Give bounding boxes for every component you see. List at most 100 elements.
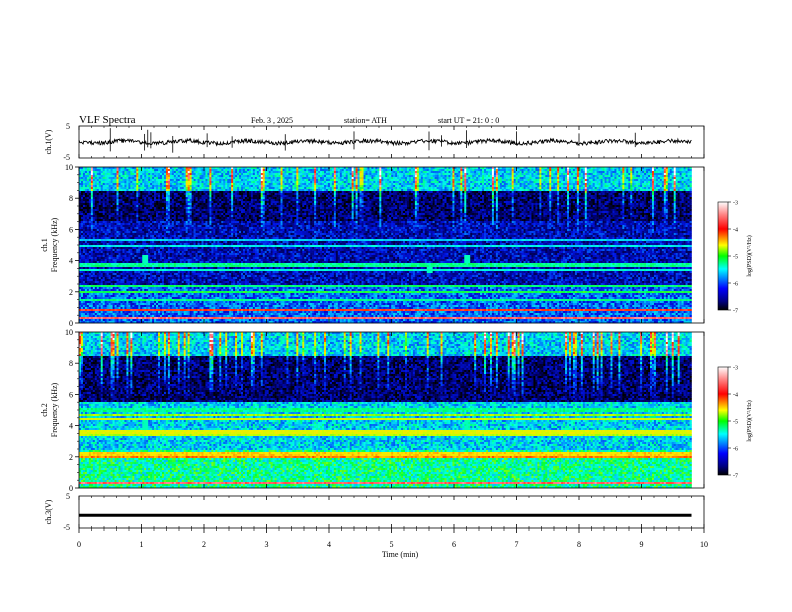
spectrogram-cell	[205, 169, 207, 171]
spectrogram-cell	[281, 171, 283, 173]
spectrogram-cell	[190, 171, 192, 173]
spectrogram-cell	[445, 169, 447, 171]
spectrogram-cell	[109, 169, 111, 171]
spectrogram-cell	[158, 171, 160, 173]
spectrogram-cell	[134, 169, 136, 171]
spectrogram-cell	[198, 171, 200, 173]
spectrogram-cell	[364, 171, 366, 173]
spectrogram-cell	[462, 171, 464, 173]
spectrogram-cell	[188, 171, 190, 173]
spectrogram-cell	[229, 169, 231, 171]
spectrogram-cell	[672, 169, 674, 171]
spectrogram-cell	[120, 169, 122, 171]
spectrogram-cell	[352, 171, 354, 173]
spectrogram-cell	[581, 171, 583, 173]
spectrogram-cell	[385, 169, 387, 171]
spectrogram-cell	[178, 169, 180, 171]
spectrogram-cell	[105, 169, 107, 171]
waveform-trace	[79, 139, 692, 145]
spectrogram-cell	[271, 169, 273, 171]
spectrogram-cell	[192, 171, 194, 173]
spectrogram-cell	[419, 171, 421, 173]
spectrogram-cell	[119, 171, 121, 173]
spectrogram-cell	[253, 171, 255, 173]
spectrogram-cell	[322, 171, 324, 173]
spectrogram-cell	[239, 171, 241, 173]
spectrogram-cell	[450, 171, 452, 173]
spectrogram-cell	[365, 171, 367, 173]
spectrogram-cell	[215, 171, 217, 173]
spectrogram-cell	[348, 171, 350, 173]
spectrogram-cell	[595, 169, 597, 171]
spectrogram-cell	[522, 169, 524, 171]
spectrogram-cell	[504, 171, 506, 173]
spectrogram-cell	[486, 171, 488, 173]
spectrogram-cell	[405, 171, 407, 173]
spectrogram-cell	[678, 169, 680, 171]
spectrogram-cell	[172, 171, 174, 173]
spectrogram-cell	[89, 171, 91, 173]
spectrogram-cell	[482, 169, 484, 171]
spectrogram-cell	[168, 169, 170, 171]
spectrogram-cell	[166, 171, 168, 173]
spectrogram-cell	[502, 169, 504, 171]
spectrogram-cell	[510, 169, 512, 171]
spectrogram-cell	[259, 171, 261, 173]
spectrogram-cell	[279, 171, 281, 173]
spectrogram-cell	[340, 171, 342, 173]
spectrogram-cell	[526, 169, 528, 171]
spectrogram-cell	[500, 169, 502, 171]
spectrogram-cell	[650, 169, 652, 171]
spectrogram-cell	[429, 169, 431, 171]
spectrogram-cell	[575, 169, 577, 171]
spectrogram-cell	[569, 169, 571, 171]
spectrogram-cell	[99, 169, 101, 171]
spectrogram-cell	[464, 171, 466, 173]
spectrogram-cell	[498, 171, 500, 173]
spectrogram-cell	[458, 169, 460, 171]
spectrogram-cell	[539, 171, 541, 173]
spectrogram-cell	[518, 171, 520, 173]
spectrogram-cell	[273, 171, 275, 173]
spectrogram-cell	[225, 171, 227, 173]
spectrogram-cell	[535, 171, 537, 173]
spectrogram-cell	[543, 169, 545, 171]
spectrogram-cell	[138, 169, 140, 171]
spectrogram-cell	[429, 171, 431, 173]
spectrogram-cell	[346, 171, 348, 173]
spectrogram-cell	[373, 169, 375, 171]
spectrogram-cell	[290, 169, 292, 171]
spectrogram-cell	[403, 171, 405, 173]
spectrogram-cell	[549, 171, 551, 173]
spectrogram-cell	[512, 169, 514, 171]
spectrogram-cell	[399, 171, 401, 173]
spectrogram-cell	[174, 171, 176, 173]
spectrogram-cell	[304, 171, 306, 173]
spectrogram-cell	[113, 169, 115, 171]
spectrogram-cell	[591, 169, 593, 171]
ch1-spectrogram-panel: 1086420 ch.1 Frequency (kHz)	[40, 163, 704, 328]
spectrogram-cell	[565, 169, 567, 171]
ch1-ytick-top: 5	[66, 122, 70, 131]
spectrogram-cell	[257, 169, 259, 171]
spectrogram-cell	[217, 169, 219, 171]
spectrogram-cell	[379, 171, 381, 173]
spectrogram-cell	[138, 171, 140, 173]
spectrogram-cell	[585, 171, 587, 173]
spectrogram-cell	[286, 171, 288, 173]
spectrogram-cell	[126, 171, 128, 173]
spectrogram-cell	[170, 171, 172, 173]
spectrogram-cell	[433, 169, 435, 171]
spectrogram-cell	[308, 169, 310, 171]
spectrogram-cell	[294, 171, 296, 173]
spectrogram-cell	[168, 171, 170, 173]
spectrogram-cell	[389, 171, 391, 173]
spectrogram-cell	[136, 169, 138, 171]
spectrogram-cell	[437, 169, 439, 171]
spectrogram-cell	[326, 169, 328, 171]
spectrogram-cell	[571, 169, 573, 171]
spectrogram-cell	[591, 171, 593, 173]
figure-title: VLF Spectra	[79, 114, 136, 126]
spectrogram-cell	[502, 171, 504, 173]
spectrogram-cell	[275, 169, 277, 171]
